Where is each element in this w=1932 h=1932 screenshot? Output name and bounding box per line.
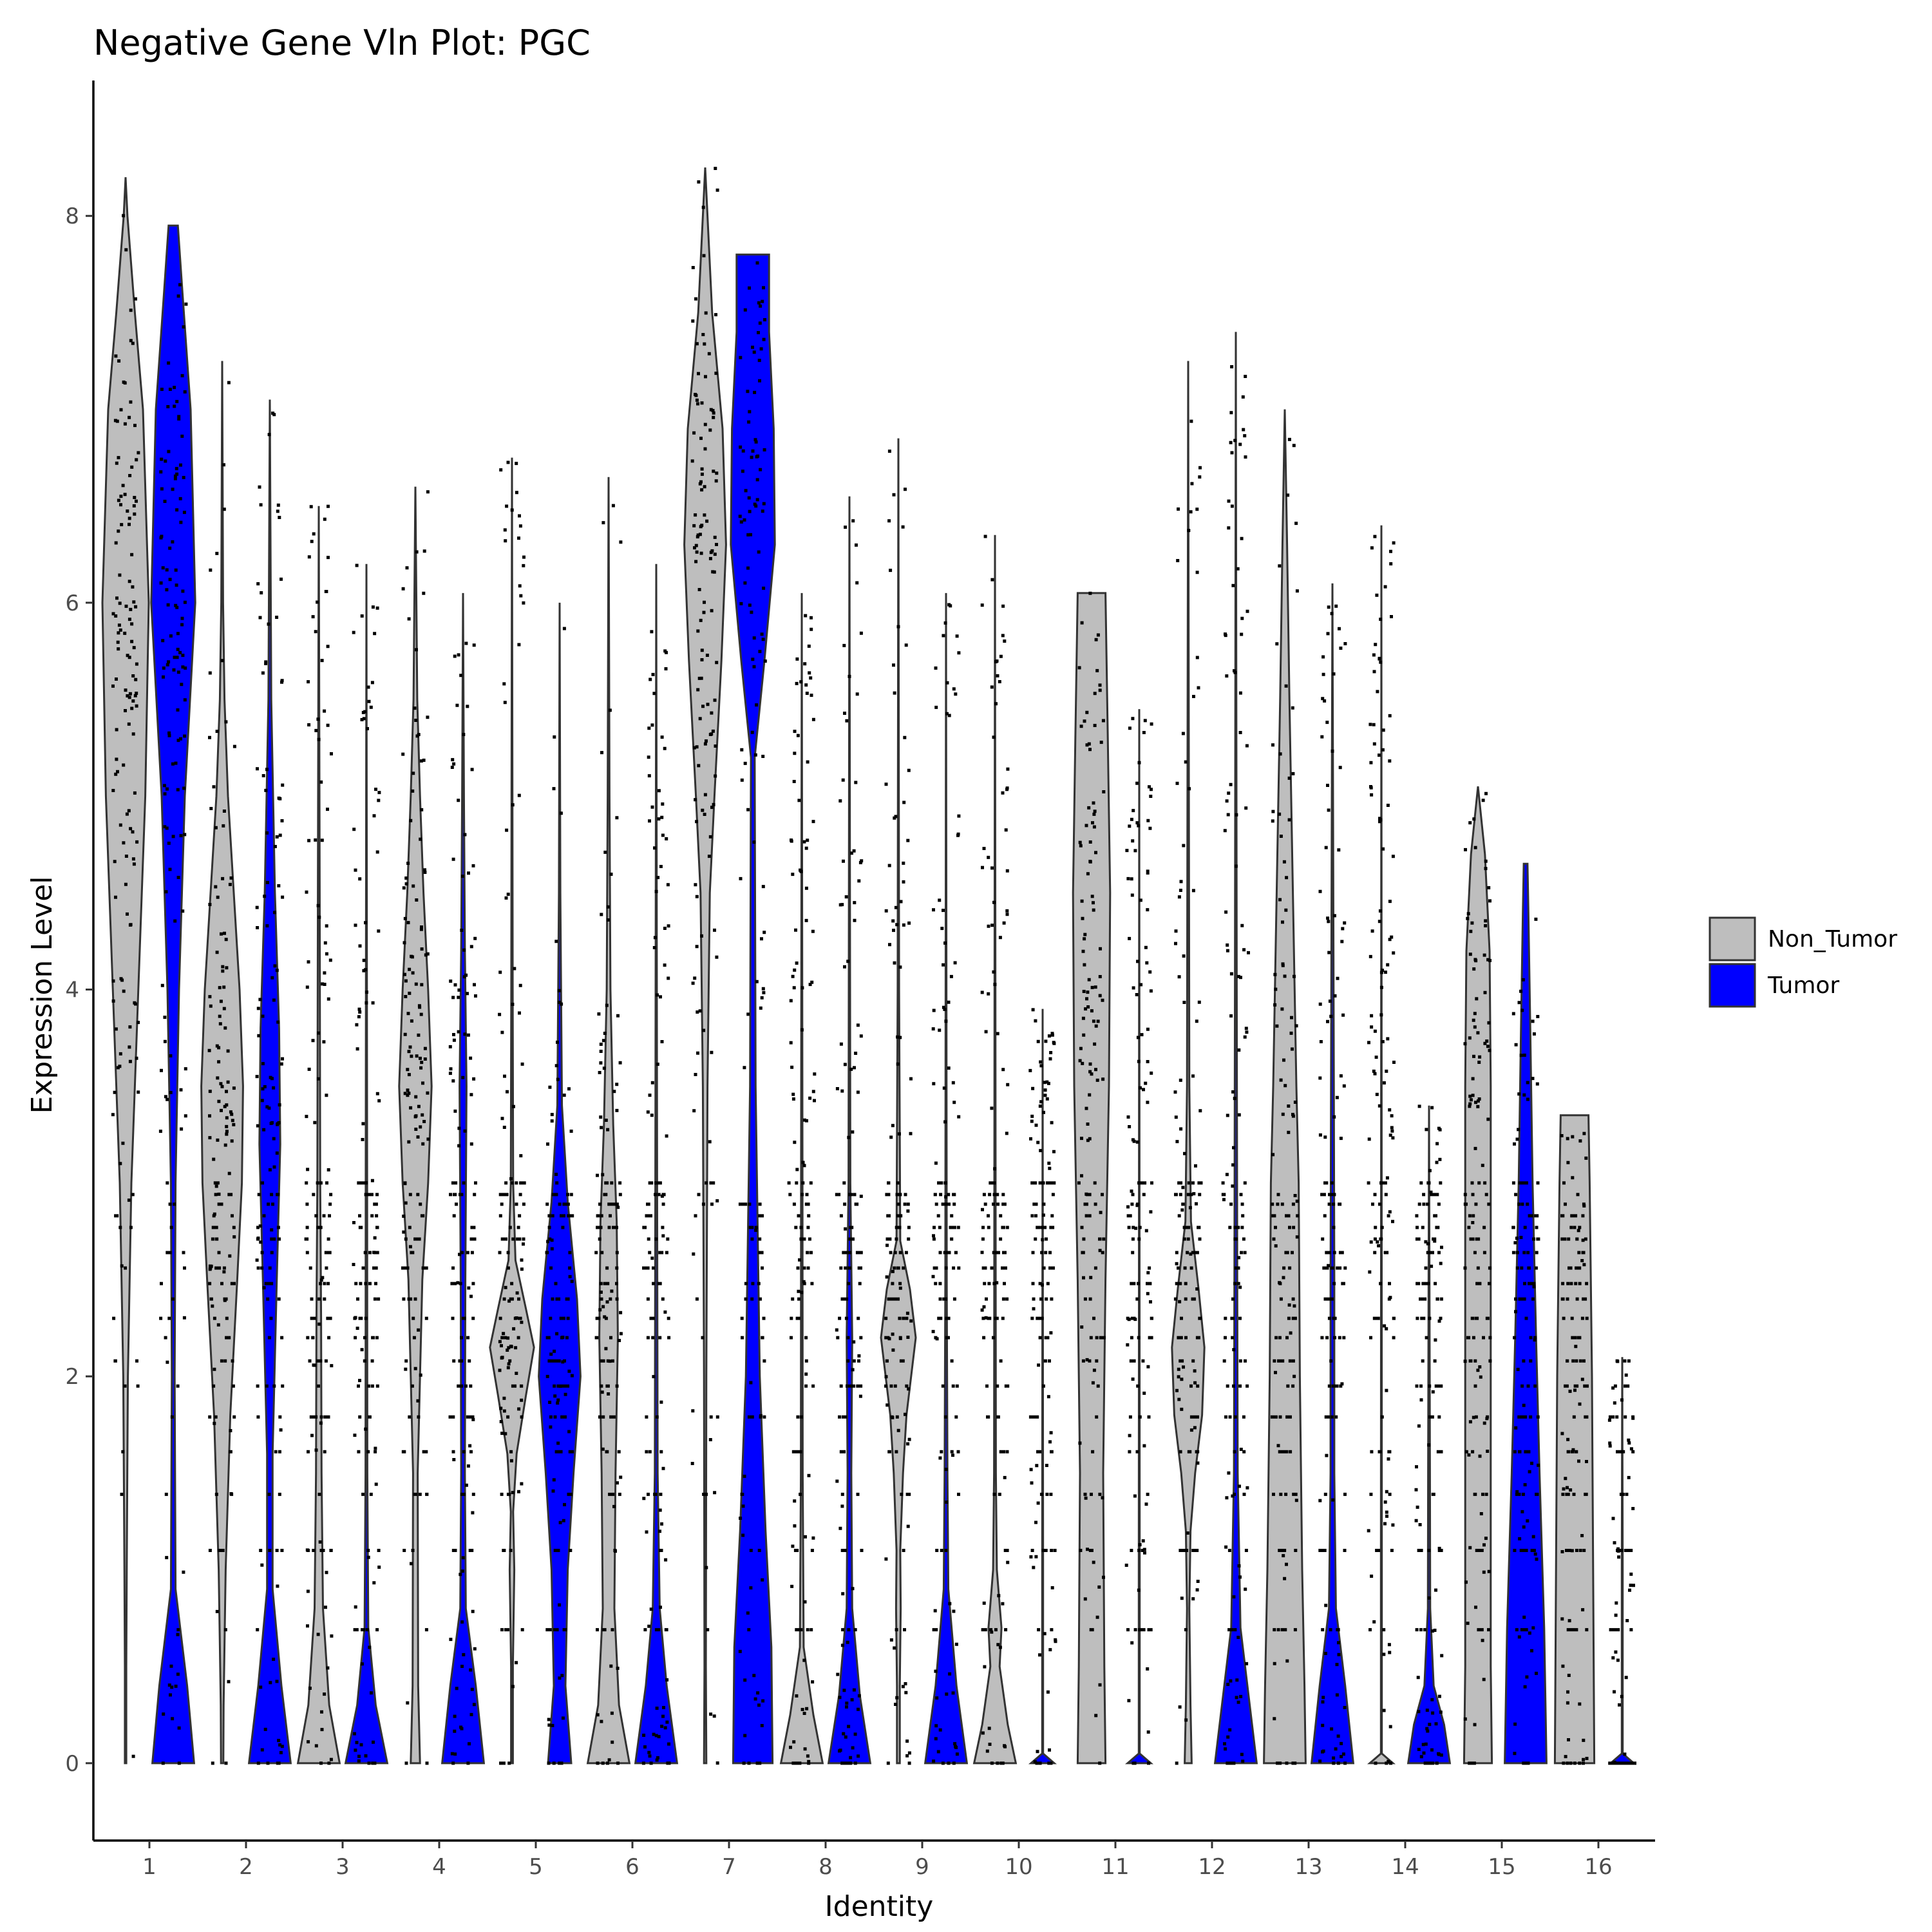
y-tick-label: 6 — [65, 591, 79, 616]
violin-non-tumor-5 — [489, 457, 535, 1765]
jitter-points-tumor-12 — [1221, 365, 1250, 1765]
violin-non-tumor-11 — [1072, 592, 1112, 1765]
x-tick-label: 14 — [1391, 1854, 1419, 1880]
chart-title: Negative Gene Vln Plot: PGC — [93, 23, 591, 63]
x-tick-label: 8 — [819, 1854, 833, 1880]
violin-non-tumor-2 — [200, 361, 244, 1765]
jitter-points-tumor-6 — [641, 630, 671, 1765]
violin-non-tumor-7 — [683, 167, 727, 1765]
violin-tumor-2 — [247, 399, 292, 1765]
y-tick-label: 4 — [65, 978, 79, 1003]
jitter-points-non-tumor-8 — [787, 614, 817, 1765]
jitter-points-non-tumor-14 — [1367, 535, 1396, 1765]
violin-tumor-13 — [1310, 583, 1355, 1765]
violin-non-tumor-8 — [779, 592, 824, 1765]
x-tick-label: 15 — [1488, 1854, 1515, 1880]
jitter-points-tumor-3 — [352, 564, 381, 1765]
violin-tumor-4 — [440, 592, 486, 1765]
violin-tumor-5 — [538, 602, 582, 1765]
violin-non-tumor-10 — [972, 535, 1018, 1765]
x-tick-label: 13 — [1294, 1854, 1322, 1880]
jitter-points-tumor-16 — [1607, 1359, 1636, 1765]
jitter-points-tumor-11 — [1124, 717, 1153, 1765]
x-tick-label: 16 — [1584, 1854, 1612, 1880]
jitter-points-tumor-5 — [545, 627, 574, 1765]
jitter-points-non-tumor-16 — [1560, 1132, 1589, 1765]
x-tick-label: 11 — [1101, 1854, 1129, 1880]
jitter-points-tumor-9 — [931, 603, 961, 1765]
jitter-points-non-tumor-4 — [401, 490, 430, 1765]
jitter-points-non-tumor-3 — [304, 504, 334, 1765]
x-tick-label: 4 — [432, 1854, 446, 1880]
violin-non-tumor-4 — [398, 486, 433, 1765]
legend-swatch-non-tumor — [1709, 916, 1756, 961]
jitter-points-tumor-14 — [1414, 1104, 1444, 1765]
jitter-point-layer — [111, 167, 1636, 1765]
legend-label-tumor: Tumor — [1767, 972, 1839, 999]
violin-tumor-3 — [344, 564, 389, 1765]
y-tick-label: 0 — [65, 1751, 79, 1777]
jitter-points-tumor-8 — [835, 519, 864, 1765]
jitter-points-tumor-1 — [158, 283, 188, 1765]
jitter-points-tumor-2 — [255, 412, 285, 1765]
jitter-points-tumor-10 — [1028, 1008, 1057, 1765]
x-tick-label: 6 — [625, 1854, 639, 1880]
violin-tumor-12 — [1213, 332, 1258, 1765]
jitter-points-tumor-4 — [448, 641, 477, 1765]
jitter-points-non-tumor-15 — [1463, 791, 1492, 1765]
violin-tumor-14 — [1406, 1105, 1452, 1765]
violin-tumor-9 — [923, 592, 969, 1765]
violin-tumor-11 — [1124, 709, 1154, 1765]
y-tick-label: 2 — [65, 1364, 79, 1390]
violin-non-tumor-9 — [880, 438, 917, 1765]
violin-non-tumor-16 — [1553, 1114, 1596, 1765]
jitter-points-non-tumor-5 — [498, 460, 526, 1765]
violin-non-tumor-1 — [101, 177, 150, 1765]
violin-tumor-1 — [150, 224, 196, 1765]
violin-non-tumor-3 — [296, 506, 341, 1765]
x-tick-label: 10 — [1005, 1854, 1032, 1880]
jitter-points-tumor-13 — [1318, 604, 1347, 1765]
violin-tumor-8 — [827, 496, 872, 1765]
y-tick-label: 8 — [65, 204, 79, 229]
jitter-points-tumor-7 — [738, 261, 767, 1765]
jitter-points-non-tumor-1 — [111, 214, 140, 1758]
jitter-points-non-tumor-9 — [884, 450, 913, 1765]
violin-layer — [101, 167, 1637, 1765]
x-tick-label: 9 — [915, 1854, 929, 1880]
jitter-points-non-tumor-12 — [1173, 419, 1203, 1765]
x-tick-label: 2 — [239, 1854, 253, 1880]
violin-tumor-6 — [634, 564, 679, 1765]
legend-swatch-tumor — [1709, 963, 1756, 1008]
violin-tumor-7 — [730, 253, 776, 1765]
x-tick-label: 3 — [336, 1854, 350, 1880]
violin-non-tumor-14 — [1367, 525, 1396, 1765]
x-tick-label: 12 — [1198, 1854, 1226, 1880]
legend: Non_Tumor Tumor — [1709, 916, 1897, 1008]
legend-label-non-tumor: Non_Tumor — [1768, 926, 1897, 952]
jitter-points-non-tumor-13 — [1270, 437, 1300, 1765]
x-tick-label: 5 — [529, 1854, 543, 1880]
x-tick-label: 7 — [722, 1854, 736, 1880]
violin-tumor-15 — [1504, 862, 1548, 1765]
jitter-points-tumor-15 — [1511, 917, 1540, 1765]
jitter-points-non-tumor-2 — [207, 381, 236, 1765]
jitter-points-non-tumor-6 — [594, 504, 623, 1765]
violin-non-tumor-15 — [1463, 786, 1493, 1765]
x-axis-label: Identity — [825, 1890, 934, 1923]
y-axis-label: Expression Level — [26, 876, 59, 1114]
jitter-points-non-tumor-7 — [690, 167, 719, 1765]
jitter-points-non-tumor-11 — [1077, 591, 1106, 1765]
violin-non-tumor-12 — [1171, 361, 1206, 1765]
jitter-points-non-tumor-10 — [980, 535, 1010, 1765]
x-tick-label: 1 — [142, 1854, 156, 1880]
violin-non-tumor-6 — [586, 477, 631, 1765]
